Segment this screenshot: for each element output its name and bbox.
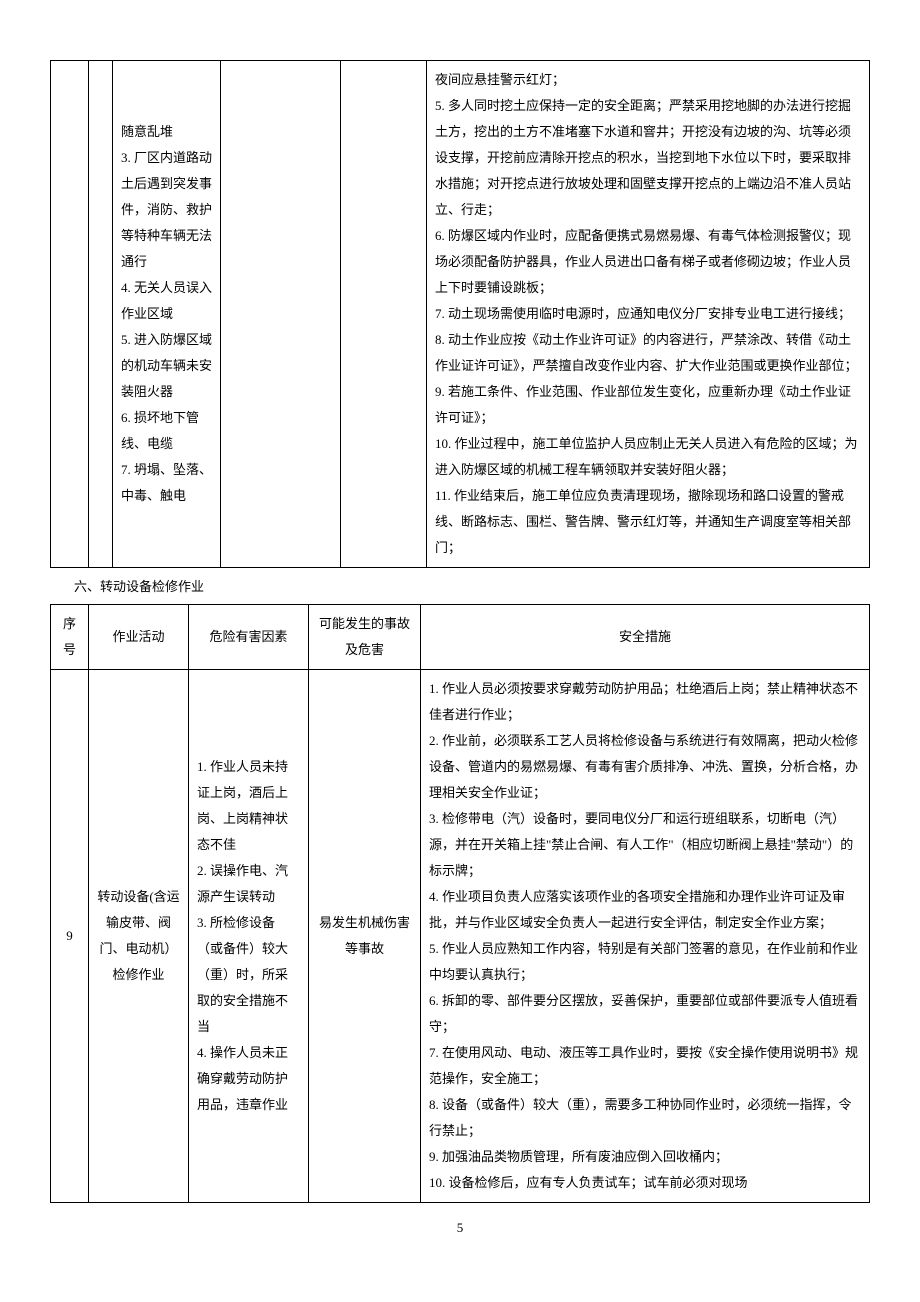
table-row: 随意乱堆3. 厂区内道路动土后遇到突发事件，消防、救护等特种车辆无法通行4. 无… [51,61,870,568]
cell-empty [221,61,341,568]
table-row: 9 转动设备(含运输皮带、阀门、电动机）检修作业 1. 作业人员未持证上岗，酒后… [51,670,870,1203]
accident-cell: 易发生机械伤害等事故 [309,670,421,1203]
header-hazard: 危险有害因素 [189,605,309,670]
measure-cell: 夜间应悬挂警示红灯；5. 多人同时挖土应保持一定的安全距离；严禁采用挖地脚的办法… [427,61,870,568]
table-header-row: 序号 作业活动 危险有害因素 可能发生的事故及危害 安全措施 [51,605,870,670]
cell-empty [89,61,113,568]
page-number: 5 [50,1215,870,1241]
section-heading: 六、转动设备检修作业 [50,568,870,604]
header-measure: 安全措施 [421,605,870,670]
measure-cell: 1. 作业人员必须按要求穿戴劳动防护用品；杜绝酒后上岗；禁止精神状态不佳者进行作… [421,670,870,1203]
activity-cell: 转动设备(含运输皮带、阀门、电动机）检修作业 [89,670,189,1203]
header-activity: 作业活动 [89,605,189,670]
cell-empty [341,61,427,568]
upper-safety-table: 随意乱堆3. 厂区内道路动土后遇到突发事件，消防、救护等特种车辆无法通行4. 无… [50,60,870,568]
seq-cell: 9 [51,670,89,1203]
header-seq: 序号 [51,605,89,670]
hazard-cell: 随意乱堆3. 厂区内道路动土后遇到突发事件，消防、救护等特种车辆无法通行4. 无… [113,61,221,568]
header-accident: 可能发生的事故及危害 [309,605,421,670]
lower-safety-table: 序号 作业活动 危险有害因素 可能发生的事故及危害 安全措施 9 转动设备(含运… [50,604,870,1203]
hazard-cell: 1. 作业人员未持证上岗，酒后上岗、上岗精神状态不佳2. 误操作电、汽源产生误转… [189,670,309,1203]
cell-empty [51,61,89,568]
